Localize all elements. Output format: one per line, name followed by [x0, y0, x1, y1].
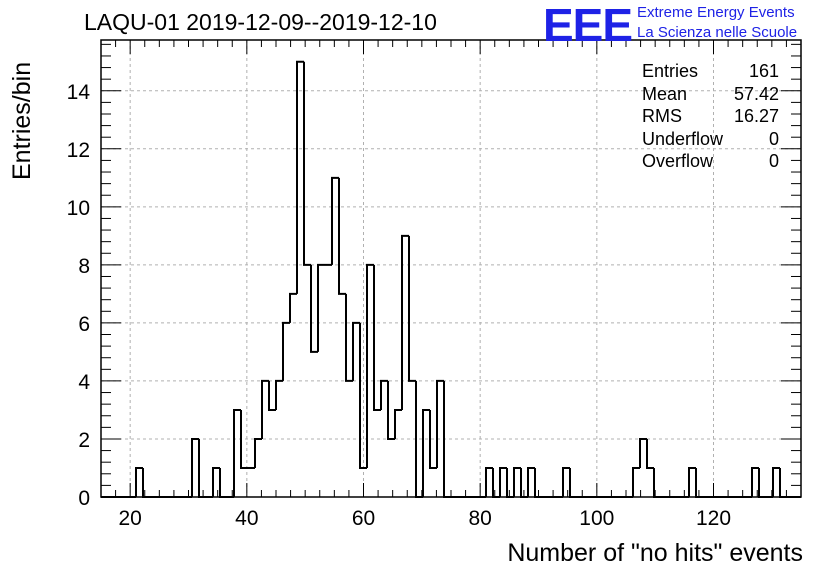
histogram-bin [296, 60, 304, 294]
stats-label: Entries [642, 61, 699, 81]
histogram-bin [268, 380, 276, 411]
y-tick-label: 10 [67, 197, 90, 220]
histogram-bin [345, 293, 353, 382]
histogram-bin [422, 408, 430, 497]
histogram-bin [513, 466, 521, 497]
logo-caption: Extreme Energy Events La Scienza nelle S… [637, 3, 797, 43]
histogram-bin [191, 437, 199, 497]
histogram-bin [261, 379, 269, 439]
y-axis-label: Entries/bin [8, 61, 36, 180]
x-tick-label: 80 [468, 507, 491, 530]
stats-row: Mean 57.42 [642, 83, 779, 106]
histogram-bin [387, 380, 395, 440]
histogram-bin [317, 263, 325, 352]
logo-line-2: La Scienza nelle Scuole [637, 24, 798, 41]
histogram-bin [303, 61, 311, 266]
y-tick-label: 8 [78, 255, 90, 278]
y-tick-label: 2 [78, 429, 90, 452]
histogram-bin [485, 466, 493, 497]
stats-value: 57.42 [733, 83, 779, 104]
histogram-bin [527, 466, 535, 497]
stats-row: Entries 161 [642, 60, 779, 83]
histogram-bin [135, 466, 143, 497]
histogram-bin [198, 438, 206, 498]
histogram-bin [275, 379, 283, 410]
stats-box: Entries 161 Mean 57.42 RMS 16.27 Underflow 0 Ove… [642, 60, 779, 173]
histogram-bin [366, 263, 374, 468]
stats-label: Overflow [642, 151, 714, 172]
eee-logo: EEE [543, 0, 633, 51]
histogram-bin [562, 466, 570, 497]
histogram-bin [751, 466, 759, 497]
histogram-bin [338, 177, 346, 295]
histogram-bin [233, 408, 241, 497]
histogram-bin [352, 321, 360, 381]
x-tick-label: 40 [235, 507, 258, 530]
y-tick-label: 4 [78, 371, 90, 394]
stats-value: 0 [768, 128, 779, 149]
histogram-bin [408, 235, 416, 382]
stats-label: Mean [642, 83, 688, 104]
histogram-bin [632, 466, 640, 497]
stats-row: Overflow 0 [642, 150, 779, 173]
histogram-bin [331, 176, 339, 265]
x-tick-label: 60 [352, 507, 375, 530]
histogram-bin [254, 437, 262, 468]
histogram-bin [499, 466, 507, 497]
histogram-bin [429, 409, 437, 469]
y-tick-label: 0 [78, 487, 90, 510]
histogram-bin [569, 467, 577, 498]
histogram-bin [688, 466, 696, 497]
histogram-bin [772, 466, 780, 497]
y-tick-label: 14 [67, 81, 91, 104]
chart-title: LAQU-01 2019-12-09--2019-12-10 [84, 9, 437, 35]
histogram-bin [520, 467, 528, 498]
histogram-bin [289, 292, 297, 323]
histogram-bin [506, 467, 514, 498]
stats-value: 0 [768, 151, 779, 172]
histogram-bin [219, 467, 227, 498]
histogram-bin [401, 234, 409, 410]
histogram-bin [310, 264, 318, 353]
stats-value: 161 [748, 61, 779, 81]
histogram-bin [240, 409, 248, 469]
x-axis-label: Number of "no hits" events [507, 539, 803, 567]
stats-row: RMS 16.27 [642, 105, 779, 128]
y-tick-label: 6 [78, 313, 90, 336]
histogram-bin [695, 467, 703, 498]
plot-frame [100, 39, 802, 498]
logo-line-1: Extreme Energy Events [637, 4, 795, 21]
stats-row: Underflow 0 [642, 128, 779, 151]
histogram-bin [380, 379, 388, 410]
histogram-bin [212, 466, 220, 497]
histogram-bin [758, 467, 766, 498]
histogram-bin [373, 264, 381, 411]
histogram-bin [282, 321, 290, 381]
histogram-bin [359, 322, 367, 469]
x-tick-label: 100 [579, 507, 614, 530]
stats-value: 16.27 [733, 106, 779, 127]
histogram-bin [639, 437, 647, 468]
x-tick-label: 20 [118, 507, 141, 530]
histogram-bin [436, 379, 444, 468]
y-tick-label: 12 [67, 139, 90, 162]
x-tick-label: 120 [696, 507, 731, 530]
histogram-bin [646, 438, 654, 469]
histogram-bin [394, 408, 402, 439]
stats-label: RMS [642, 106, 682, 127]
stats-label: Underflow [642, 128, 724, 149]
histogram-bin [492, 467, 500, 498]
histogram-bin [142, 467, 150, 498]
